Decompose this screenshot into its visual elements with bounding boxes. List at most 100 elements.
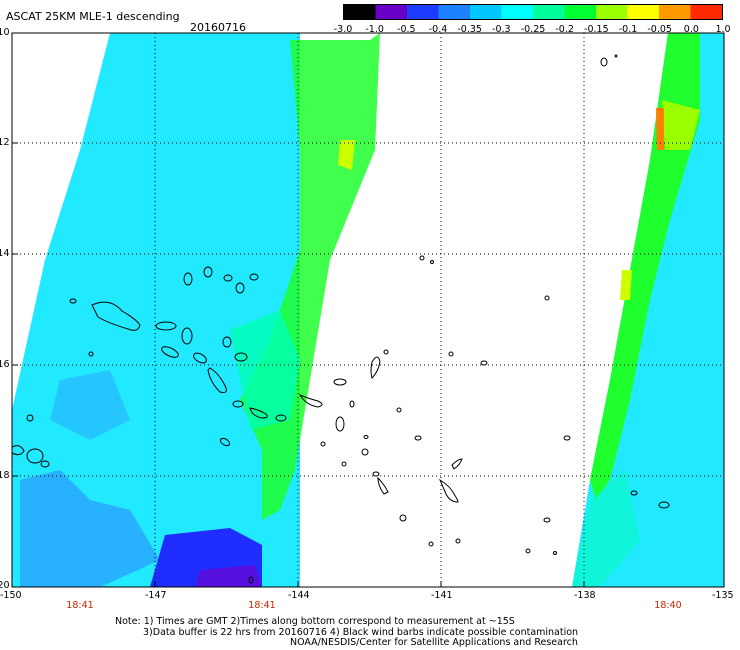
chart-title: ASCAT 25KM MLE-1 descending	[6, 10, 180, 23]
island-outline	[193, 352, 207, 364]
tick-marks	[12, 32, 585, 587]
left-swath-yellow	[338, 140, 355, 170]
colorbar-tick-labels: -3.0 -1.0 -0.5 -0.4 -0.35 -0.3 -0.25 -0.2 -0.15-…	[334, 24, 731, 36]
island-outline	[658, 501, 670, 509]
island-outline	[223, 274, 233, 282]
lon-label: -147	[145, 590, 167, 601]
island-outline	[630, 490, 638, 496]
left-swath	[12, 33, 380, 587]
colorbar-tick-label: -0.1	[618, 24, 638, 35]
plot-frame	[11, 32, 725, 588]
island-outline	[361, 448, 369, 456]
left-swath-violet	[195, 565, 262, 587]
island-outline	[26, 414, 34, 422]
colorbar-tick-label: -0.35	[457, 24, 482, 35]
island-outline	[430, 260, 434, 264]
footnote-line-3: NOAA/NESDIS/Center for Satellite Applica…	[290, 637, 578, 648]
island-outline	[161, 346, 179, 358]
island-outline	[363, 435, 369, 439]
island-outline	[234, 352, 248, 362]
lat-label: -16	[0, 359, 10, 370]
island-outline	[222, 336, 232, 348]
island-outline	[370, 356, 381, 379]
right-swath-yellow	[620, 270, 632, 300]
island-outline	[377, 476, 389, 495]
island-outline	[544, 295, 550, 301]
island-outlines	[11, 54, 670, 584]
colorbar-tick-label: 1.0	[715, 24, 731, 35]
island-outline	[219, 437, 231, 447]
lat-label: -18	[0, 470, 10, 481]
colorbar-tick-label: -1.0	[365, 24, 384, 35]
colorbar-tick-label: -0.2	[555, 24, 574, 35]
colorbar-gradient	[343, 4, 723, 20]
pass-time-label: 18:41	[66, 600, 94, 611]
island-outline	[614, 54, 618, 58]
island-outline	[248, 576, 254, 584]
lon-label: -141	[431, 590, 453, 601]
left-swath-blue-patch	[20, 470, 160, 587]
lat-label: -12	[0, 137, 10, 148]
island-outline	[26, 448, 44, 464]
island-outline	[455, 538, 461, 544]
island-outline	[249, 407, 268, 419]
island-outline	[155, 321, 177, 331]
lat-label: -10	[0, 27, 10, 38]
footnote: Note: 1) Times are GMT 2)Times along bot…	[115, 616, 579, 649]
island-outline	[69, 298, 77, 304]
island-outline	[183, 272, 193, 286]
left-swath-blue-patch2	[50, 370, 130, 440]
island-outline	[419, 255, 425, 261]
footnote-line-1: Note: 1) Times are GMT 2)Times along bot…	[115, 616, 515, 627]
chart-date: 20160716	[190, 21, 246, 34]
island-outline	[414, 435, 422, 441]
lon-label: -138	[574, 590, 596, 601]
island-outline	[563, 435, 571, 441]
island-outline	[341, 461, 347, 467]
colorbar-tick-label: -0.05	[647, 24, 672, 35]
left-swath-base	[12, 33, 300, 587]
island-outline	[333, 378, 347, 386]
island-outline	[438, 478, 459, 503]
island-outline	[600, 57, 608, 67]
footnote-line-2: 3)Data buffer is 22 hrs from 20160716 4)…	[143, 626, 579, 638]
island-outline	[91, 301, 141, 331]
island-outline	[448, 351, 454, 357]
colorbar-tick-label: -0.3	[492, 24, 511, 35]
island-outline	[181, 327, 193, 345]
right-swath	[572, 33, 724, 587]
right-swath-orange	[656, 108, 664, 150]
island-outline	[525, 548, 531, 554]
island-outline	[249, 273, 259, 281]
lon-label: -135	[712, 590, 734, 601]
right-swath-teal	[572, 470, 640, 587]
island-outline	[320, 441, 326, 447]
island-outline	[207, 367, 227, 393]
lat-label: -14	[0, 248, 10, 259]
island-outline	[480, 360, 488, 366]
island-outline	[396, 407, 402, 413]
colorbar-tick-label: -0.15	[584, 24, 609, 35]
island-outline	[275, 414, 287, 422]
colorbar	[343, 4, 723, 20]
lat-label: -20	[0, 580, 10, 591]
island-outline	[372, 471, 380, 477]
colorbar-tick-label: 0.0	[683, 24, 699, 35]
colorbar-tick-label: -3.0	[333, 24, 353, 35]
graticule	[12, 33, 724, 587]
lon-label: -144	[288, 590, 310, 601]
colorbar-tick-label: -0.25	[520, 24, 546, 35]
island-outline	[203, 266, 213, 278]
colorbar-tick-label: -0.5	[397, 24, 416, 35]
left-swath-teal	[230, 310, 300, 430]
island-outline	[11, 445, 25, 456]
pass-time-label: 18:41	[248, 600, 276, 611]
right-swath-yellowgreen	[662, 100, 700, 150]
island-outline	[88, 351, 94, 357]
lon-label: -150	[0, 590, 22, 601]
island-outline	[298, 393, 323, 408]
island-outline	[40, 460, 50, 468]
island-outline	[543, 517, 551, 523]
colorbar-tick-label: -0.4	[428, 24, 448, 35]
island-outline	[232, 400, 244, 408]
